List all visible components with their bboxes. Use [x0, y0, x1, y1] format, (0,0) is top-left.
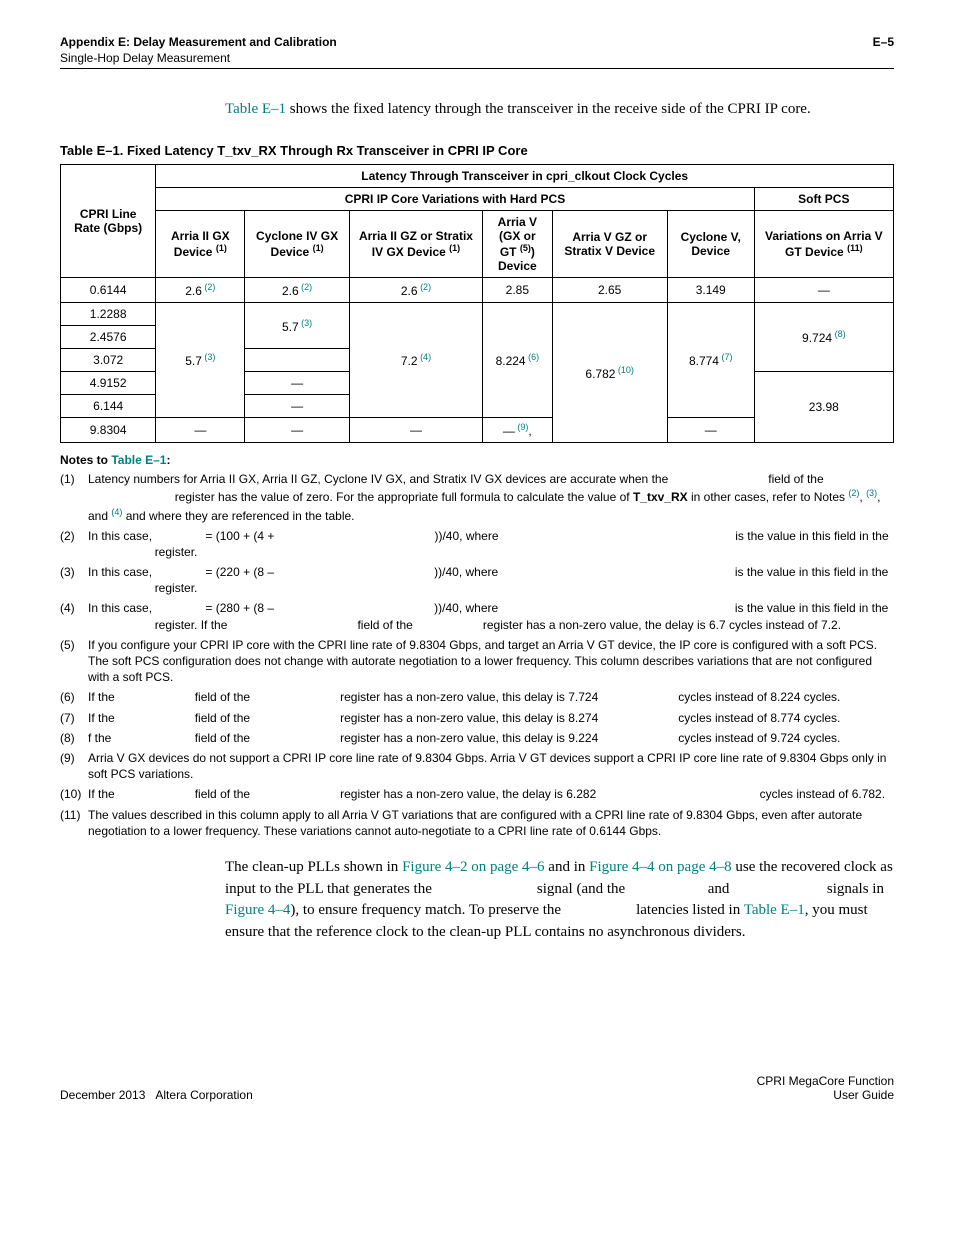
col-rate: CPRI Line Rate (Gbps)	[61, 165, 156, 278]
note-item: (3) In this case, = (220 + (8 – ))/40, w…	[60, 564, 894, 596]
table-notes: Notes to Table E–1: (1) Latency numbers …	[60, 453, 894, 839]
table-row: 0.6144 2.6 (2) 2.6 (2) 2.6 (2) 2.85 2.65…	[61, 278, 894, 303]
appendix-title: Appendix E: Delay Measurement and Calibr…	[60, 34, 337, 50]
page-footer: December 2013 Altera Corporation CPRI Me…	[60, 1074, 894, 1102]
notes-title: Notes to Table E–1:	[60, 453, 894, 467]
fig-4-4-link-2[interactable]: Figure 4–4	[225, 902, 290, 918]
col-c3: Arria II GZ or Stratix IV GX Device (1)	[349, 211, 482, 278]
note-item: (9) Arria V GX devices do not support a …	[60, 750, 894, 782]
note-item: (7) If the field of the register has a n…	[60, 710, 894, 726]
footer-right: CPRI MegaCore Function User Guide	[757, 1074, 894, 1102]
page-header: Appendix E: Delay Measurement and Calibr…	[60, 34, 894, 66]
table-e1-link-notes[interactable]: Table E–1	[111, 453, 166, 467]
footer-left: December 2013 Altera Corporation	[60, 1088, 253, 1102]
header-left: Appendix E: Delay Measurement and Calibr…	[60, 34, 337, 66]
page-content: Appendix E: Delay Measurement and Calibr…	[0, 0, 954, 1142]
col-c2: Cyclone IV GX Device (1)	[245, 211, 350, 278]
header-subtitle: Single-Hop Delay Measurement	[60, 50, 337, 66]
col-c5: Arria V GZ or Stratix V Device	[552, 211, 667, 278]
col-c7: Variations on Arria V GT Device (11)	[754, 211, 893, 278]
note-item: (2) In this case, = (100 + (4 + ))/40, w…	[60, 528, 894, 560]
col-hard-pcs: CPRI IP Core Variations with Hard PCS	[156, 188, 754, 211]
note-item: (6) If the field of the register has a n…	[60, 689, 894, 705]
header-rule	[60, 68, 894, 69]
table-caption: Table E–1. Fixed Latency T_txv_RX Throug…	[60, 143, 894, 158]
col-c6: Cyclone V, Device	[667, 211, 754, 278]
col-group-top: Latency Through Transceiver in cpri_clko…	[156, 165, 894, 188]
col-c1: Arria II GX Device (1)	[156, 211, 245, 278]
fig-4-2-link[interactable]: Figure 4–2 on page 4–6	[402, 859, 544, 875]
col-c4: Arria V (GX or GT (5)) Device	[483, 211, 552, 278]
fig-4-4-link[interactable]: Figure 4–4 on page 4–8	[589, 859, 731, 875]
note-item: (11) The values described in this column…	[60, 807, 894, 839]
col-soft-pcs: Soft PCS	[754, 188, 893, 211]
note-item: (10) If the field of the register has a …	[60, 786, 894, 802]
note-item: (4) In this case, = (280 + (8 – ))/40, w…	[60, 600, 894, 632]
intro-paragraph: Table E–1 shows the fixed latency throug…	[225, 99, 894, 121]
note-item: (5) If you configure your CPRI IP core w…	[60, 637, 894, 686]
note-item: (8) f the field of the register has a no…	[60, 730, 894, 746]
table-e1-link[interactable]: Table E–1	[225, 101, 286, 117]
latency-table: CPRI Line Rate (Gbps) Latency Through Tr…	[60, 164, 894, 443]
table-e1-link-2[interactable]: Table E–1	[744, 902, 805, 918]
note-item: (1) Latency numbers for Arria II GX, Arr…	[60, 471, 894, 524]
table-row: 1.2288 5.7 (3) 5.7 (3) 7.2 (4) 8.224 (6)…	[61, 303, 894, 326]
intro-text: shows the fixed latency through the tran…	[286, 101, 811, 117]
body-paragraph: The clean-up PLLs shown in Figure 4–2 on…	[225, 857, 894, 944]
page-number: E–5	[873, 34, 894, 50]
